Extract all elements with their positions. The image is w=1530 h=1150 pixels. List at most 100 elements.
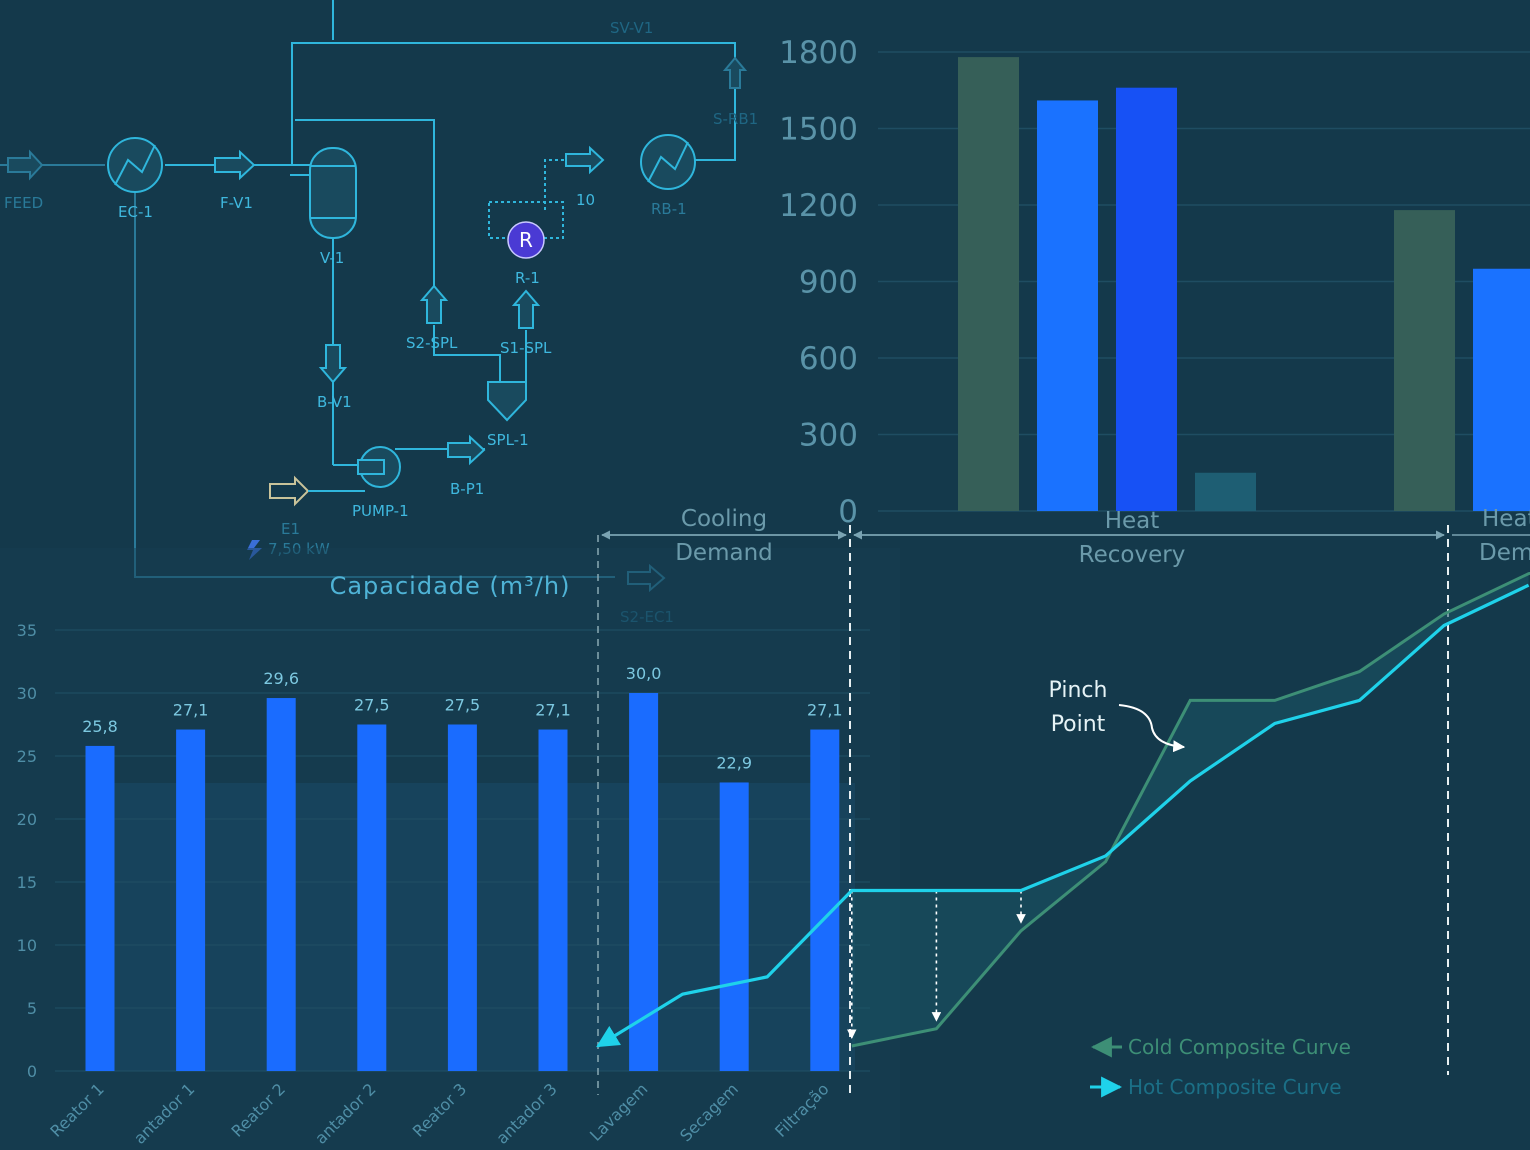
heat-transfer-arrows <box>846 890 1026 1039</box>
cooling-label-line2: Demand <box>675 540 773 566</box>
stream-arrows <box>7 56 748 593</box>
label-s1spl: S1-SPL <box>500 339 552 357</box>
capacity-bar <box>447 724 477 1071</box>
bp1-arrow <box>447 434 486 466</box>
capacity-bar <box>538 729 568 1071</box>
reactor-r1-icon <box>507 221 545 259</box>
cooling-label-line1: Cooling <box>681 506 767 532</box>
fv1-arrow <box>214 149 256 181</box>
pinch-label-line2: Point <box>1051 712 1106 737</box>
heat-ytick-label: 300 <box>799 418 858 454</box>
recovery-area <box>851 573 1529 1046</box>
heat-bar-chart-yticks: 0 300 600 900 1200 1500 1800 <box>779 35 858 530</box>
capacity-ytick-label: 25 <box>17 747 37 766</box>
reboiler-return <box>695 88 736 161</box>
heat-bar <box>1195 472 1256 511</box>
heat-demand-label-line2: Dem <box>1479 540 1530 566</box>
capacity-bar <box>719 782 749 1071</box>
heat-ytick-label: 600 <box>799 341 858 377</box>
heat-ytick-label: 1500 <box>779 112 858 148</box>
cold-legend-label: Cold Composite Curve <box>1128 1035 1351 1059</box>
heat-ytick-label: 1200 <box>779 188 858 224</box>
heat-bar <box>1394 210 1455 511</box>
heat-bar-chart: 0 300 600 900 1200 1500 1800 <box>779 35 1530 530</box>
s2-join <box>433 325 501 382</box>
reactor-r1-symbol: R <box>519 228 533 252</box>
capacity-bar <box>629 693 659 1071</box>
label-pump1: PUMP-1 <box>352 502 409 520</box>
srb1-arrow <box>722 56 748 89</box>
ec1-bottom-line <box>134 192 615 578</box>
recovery-label-line2: Recovery <box>1079 542 1186 568</box>
label-bv1: B-V1 <box>317 393 352 411</box>
capacity-ytick-label: 5 <box>27 999 37 1018</box>
capacity-value-label: 30,0 <box>626 664 662 683</box>
reboiler-rb1 <box>640 134 696 190</box>
vessel-v1 <box>290 147 357 239</box>
composite-curve-lines <box>596 571 1530 1048</box>
heat-bar <box>1473 268 1530 511</box>
heat-ytick-label: 0 <box>838 494 858 530</box>
composite-curves-chart: Cooling Demand Heat Recovery Heat Dem Pi… <box>596 506 1530 1099</box>
capacity-value-label: 25,8 <box>82 717 118 736</box>
stream-10-arrow <box>565 145 605 175</box>
heat-bar-chart-bars <box>958 57 1530 511</box>
heat-bar <box>958 57 1019 511</box>
pfd-labels: FEED EC-1 F-V1 V-1 S2-SPL S1-SPL R-1 10 … <box>4 19 758 626</box>
pump-p1 <box>357 446 405 488</box>
heat-demand-label-line1: Heat <box>1482 506 1530 532</box>
heat-exchanger-ec1 <box>107 137 163 193</box>
label-power: 7,50 kW <box>268 540 330 558</box>
capacity-ytick-label: 20 <box>17 810 37 829</box>
capacity-ytick-label: 35 <box>17 621 37 640</box>
label-stream-10: 10 <box>576 191 595 209</box>
label-ec1: EC-1 <box>118 203 153 221</box>
s2-line <box>295 119 435 290</box>
capacity-bar <box>810 729 840 1071</box>
capacity-ytick-label: 30 <box>17 684 37 703</box>
capacity-value-label: 29,6 <box>263 669 299 688</box>
label-fv1: F-V1 <box>220 194 253 212</box>
capacity-chart-yticks: 0 5 10 15 20 25 30 35 <box>17 621 37 1081</box>
label-spl1: SPL-1 <box>487 431 529 449</box>
lightning-icon <box>247 540 262 560</box>
capacity-value-label: 27,1 <box>173 701 209 720</box>
hot-legend-label: Hot Composite Curve <box>1128 1075 1342 1099</box>
capacity-bar <box>85 745 115 1071</box>
label-srb1: S-RB1 <box>713 110 758 128</box>
feed-arrow <box>7 149 44 181</box>
pinch-label-line1: Pinch <box>1049 678 1108 703</box>
capacity-chart-value-labels: 25,8 27,1 29,6 27,5 27,5 27,1 30,0 22,9 27,1 <box>82 664 842 772</box>
label-e1: E1 <box>281 520 300 538</box>
label-bp1: B-P1 <box>450 480 484 498</box>
label-feed: FEED <box>4 194 43 212</box>
capacity-value-label: 27,1 <box>535 701 571 720</box>
stream-10 <box>544 159 565 210</box>
capacity-chart-bars <box>85 693 840 1071</box>
label-rb1: RB-1 <box>651 200 687 218</box>
recovery-label-line1: Heat <box>1105 508 1160 534</box>
capacity-bar <box>357 724 387 1071</box>
capacity-bar <box>176 729 206 1071</box>
bv1-arrow <box>318 344 348 384</box>
s1spl-arrow <box>511 289 541 329</box>
capacity-chart: 0 5 10 15 20 25 30 35 25,8 27,1 29,6 27,5 27,5 27,1 3… <box>0 548 900 1150</box>
hot-composite-curve <box>596 583 1530 1048</box>
capacity-value-label: 27,1 <box>807 701 843 720</box>
label-v1: V-1 <box>320 249 344 267</box>
capacity-ytick-label: 10 <box>17 936 37 955</box>
capacity-value-label: 22,9 <box>716 753 752 772</box>
label-s2spl: S2-SPL <box>406 334 458 352</box>
pinch-pointer-arrow <box>1118 704 1186 753</box>
e1-arrow <box>269 475 310 507</box>
segment-labels: Cooling Demand Heat Recovery Heat Dem <box>675 506 1530 568</box>
heat-ytick-label: 1800 <box>779 35 858 71</box>
recovery-shading <box>851 573 1529 1046</box>
capacity-axis-title: Capacidade (m³/h) <box>330 572 571 600</box>
label-s2ec1: S2-EC1 <box>620 608 674 626</box>
splitter-spl1 <box>487 381 527 422</box>
cold-composite-curve <box>851 571 1530 1048</box>
capacity-ytick-label: 0 <box>27 1062 37 1081</box>
label-svv1: SV-V1 <box>610 19 653 37</box>
